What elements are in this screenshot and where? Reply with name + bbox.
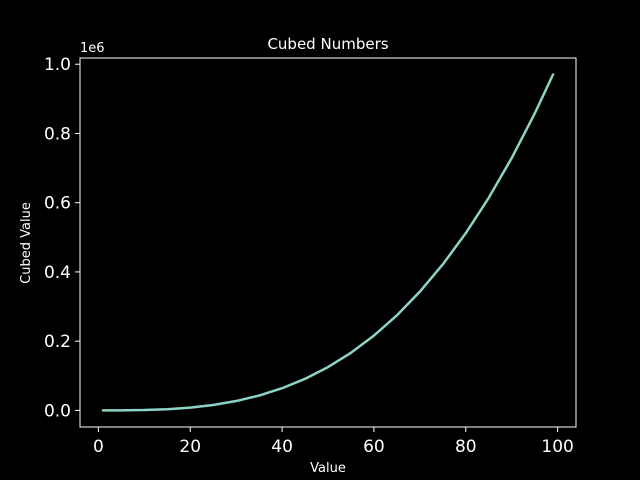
y-tick-label: 0.8 — [44, 124, 71, 144]
x-tick-label: 20 — [179, 437, 201, 457]
y-tick-label: 0.6 — [44, 194, 71, 214]
y-offset-label: 1e6 — [80, 41, 105, 56]
y-axis-label: Cubed Value — [19, 202, 34, 284]
y-axis-ticks: 0.0 0.2 0.4 0.6 0.8 1.0 — [44, 55, 80, 421]
x-tick-label: 100 — [541, 437, 573, 457]
x-tick-label: 60 — [363, 437, 385, 457]
x-axis-label: Value — [310, 461, 346, 476]
series-layer — [101, 73, 555, 412]
x-tick-label: 40 — [271, 437, 293, 457]
plot-area-frame — [79, 57, 577, 428]
x-tick-label: 80 — [455, 437, 477, 457]
y-tick-label: 0.2 — [44, 332, 71, 352]
y-tick-label: 0.4 — [44, 263, 71, 283]
x-tick-label: 0 — [93, 437, 104, 457]
x-axis-ticks: 0 20 40 60 80 100 — [93, 427, 574, 457]
series-line — [101, 73, 555, 412]
chart-title: Cubed Numbers — [267, 35, 388, 53]
y-tick-label: 1.0 — [44, 55, 71, 75]
y-tick-label: 0.0 — [44, 401, 71, 421]
